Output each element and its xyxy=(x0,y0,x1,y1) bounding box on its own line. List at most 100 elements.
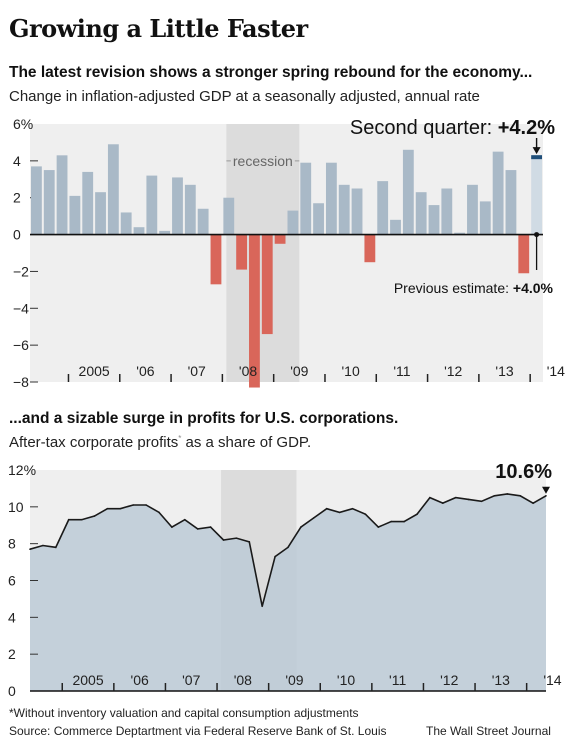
data-point xyxy=(300,526,302,528)
x-tick-label: '14 xyxy=(543,672,561,688)
data-point xyxy=(325,507,328,510)
bar xyxy=(441,188,453,235)
y-tick-label: −2 xyxy=(13,263,29,279)
data-point xyxy=(209,526,212,528)
second-quarter-label: Second quarter: xyxy=(350,117,498,139)
data-point xyxy=(196,528,199,530)
y-tick-label: 2 xyxy=(13,190,21,206)
data-point xyxy=(119,507,122,510)
data-point xyxy=(132,504,134,506)
y-tick-label: 6% xyxy=(13,116,33,132)
bar xyxy=(428,205,440,235)
bar xyxy=(120,212,132,235)
data-point xyxy=(171,526,173,528)
bar xyxy=(210,234,222,285)
chart1-header: The latest revision shows a stronger spr… xyxy=(9,64,533,81)
data-point xyxy=(222,539,225,541)
x-tick-label: '11 xyxy=(389,672,406,688)
data-point xyxy=(313,517,315,519)
y-tick-label: 6 xyxy=(8,573,16,589)
data-point xyxy=(442,502,444,504)
bar xyxy=(95,192,106,235)
x-tick-label: '09 xyxy=(285,672,303,688)
x-tick-label: '08 xyxy=(234,672,252,688)
bar xyxy=(82,171,94,235)
data-point xyxy=(261,605,264,608)
x-tick-label: '08 xyxy=(239,363,257,379)
data-point xyxy=(184,518,186,521)
chart2-subtitle-mark: * xyxy=(178,434,182,443)
second-quarter-value: +4.2% xyxy=(498,117,555,139)
x-tick-label: '07 xyxy=(188,363,206,379)
data-point xyxy=(467,498,470,501)
data-point xyxy=(377,526,380,528)
x-tick-label: '14 xyxy=(547,363,565,379)
chart2-header: ...and a sizable surge in profits for U.… xyxy=(9,410,399,427)
data-point xyxy=(93,515,96,517)
bar xyxy=(261,234,273,335)
x-tick-label: '09 xyxy=(290,363,308,379)
data-point xyxy=(145,504,147,506)
bar-second-quarter-2014 xyxy=(531,157,542,235)
data-point xyxy=(248,541,251,543)
chart2-subtitle: After-tax corporate profits* as a share … xyxy=(9,434,311,451)
recession-label-bg xyxy=(230,151,295,170)
data-point xyxy=(235,537,238,539)
bar xyxy=(351,188,363,235)
x-tick-label: '12 xyxy=(440,672,458,688)
bar xyxy=(377,181,389,235)
data-point xyxy=(545,494,547,497)
data-point xyxy=(454,496,457,499)
source-note: Source: Commerce Deptartment via Federal… xyxy=(9,724,387,738)
data-point xyxy=(519,494,521,497)
bar xyxy=(454,232,466,235)
bar xyxy=(133,227,145,235)
y-tick-label: 2 xyxy=(8,646,16,662)
bar xyxy=(107,144,119,235)
profits-area-chart: 12% 10 8 6 4 2 0 2005 '06 '07 '08 '09 '10 '11 '12 '13 '1… xyxy=(8,461,562,699)
bar xyxy=(223,197,235,235)
data-point xyxy=(42,544,44,547)
bar xyxy=(287,210,299,235)
bar xyxy=(300,162,312,235)
bar xyxy=(56,155,68,235)
data-point xyxy=(29,548,31,550)
data-point xyxy=(429,496,431,499)
footnote: *Without inventory valuation and capital… xyxy=(9,706,359,720)
bar xyxy=(159,230,171,235)
second-quarter-annotation: Second quarter: +4.2% xyxy=(350,117,555,139)
y-tick-label: 10 xyxy=(8,499,24,515)
x-tick-label: '13 xyxy=(492,672,510,688)
y-tick-label: 4 xyxy=(13,153,21,169)
current-estimate-marker xyxy=(531,155,542,160)
y-tick-label: 0 xyxy=(13,227,21,243)
y-tick-label: −8 xyxy=(13,374,29,390)
chart2-subtitle-tail: as a share of GDP. xyxy=(181,434,312,451)
y-tick-label: 0 xyxy=(8,683,16,699)
bar xyxy=(402,149,414,235)
bar xyxy=(415,192,427,235)
gdp-bar-chart: 6% 4 2 0 −2 −4 −6 −8 recession 2005 '06 '07 '08 '09 '1… xyxy=(13,116,565,390)
previous-estimate-value: +4.0% xyxy=(513,280,554,296)
bar xyxy=(274,234,286,244)
second-quarter-arrowhead xyxy=(532,147,541,155)
data-point xyxy=(390,520,393,523)
x-tick-label: '06 xyxy=(131,672,149,688)
previous-estimate-label: Previous estimate: xyxy=(394,280,513,296)
data-point xyxy=(532,502,534,504)
data-point xyxy=(493,494,496,497)
data-point xyxy=(403,520,405,523)
bar xyxy=(325,162,337,235)
data-point xyxy=(67,518,70,521)
bar xyxy=(364,234,376,263)
bar xyxy=(31,166,42,235)
x-tick-label: 2005 xyxy=(79,363,110,379)
bar xyxy=(479,201,491,235)
data-point xyxy=(55,546,57,549)
bar xyxy=(505,170,517,235)
data-point xyxy=(480,500,483,503)
data-point xyxy=(287,546,289,549)
x-tick-label: 2005 xyxy=(72,672,103,688)
bar xyxy=(236,234,248,270)
bar xyxy=(467,184,478,235)
